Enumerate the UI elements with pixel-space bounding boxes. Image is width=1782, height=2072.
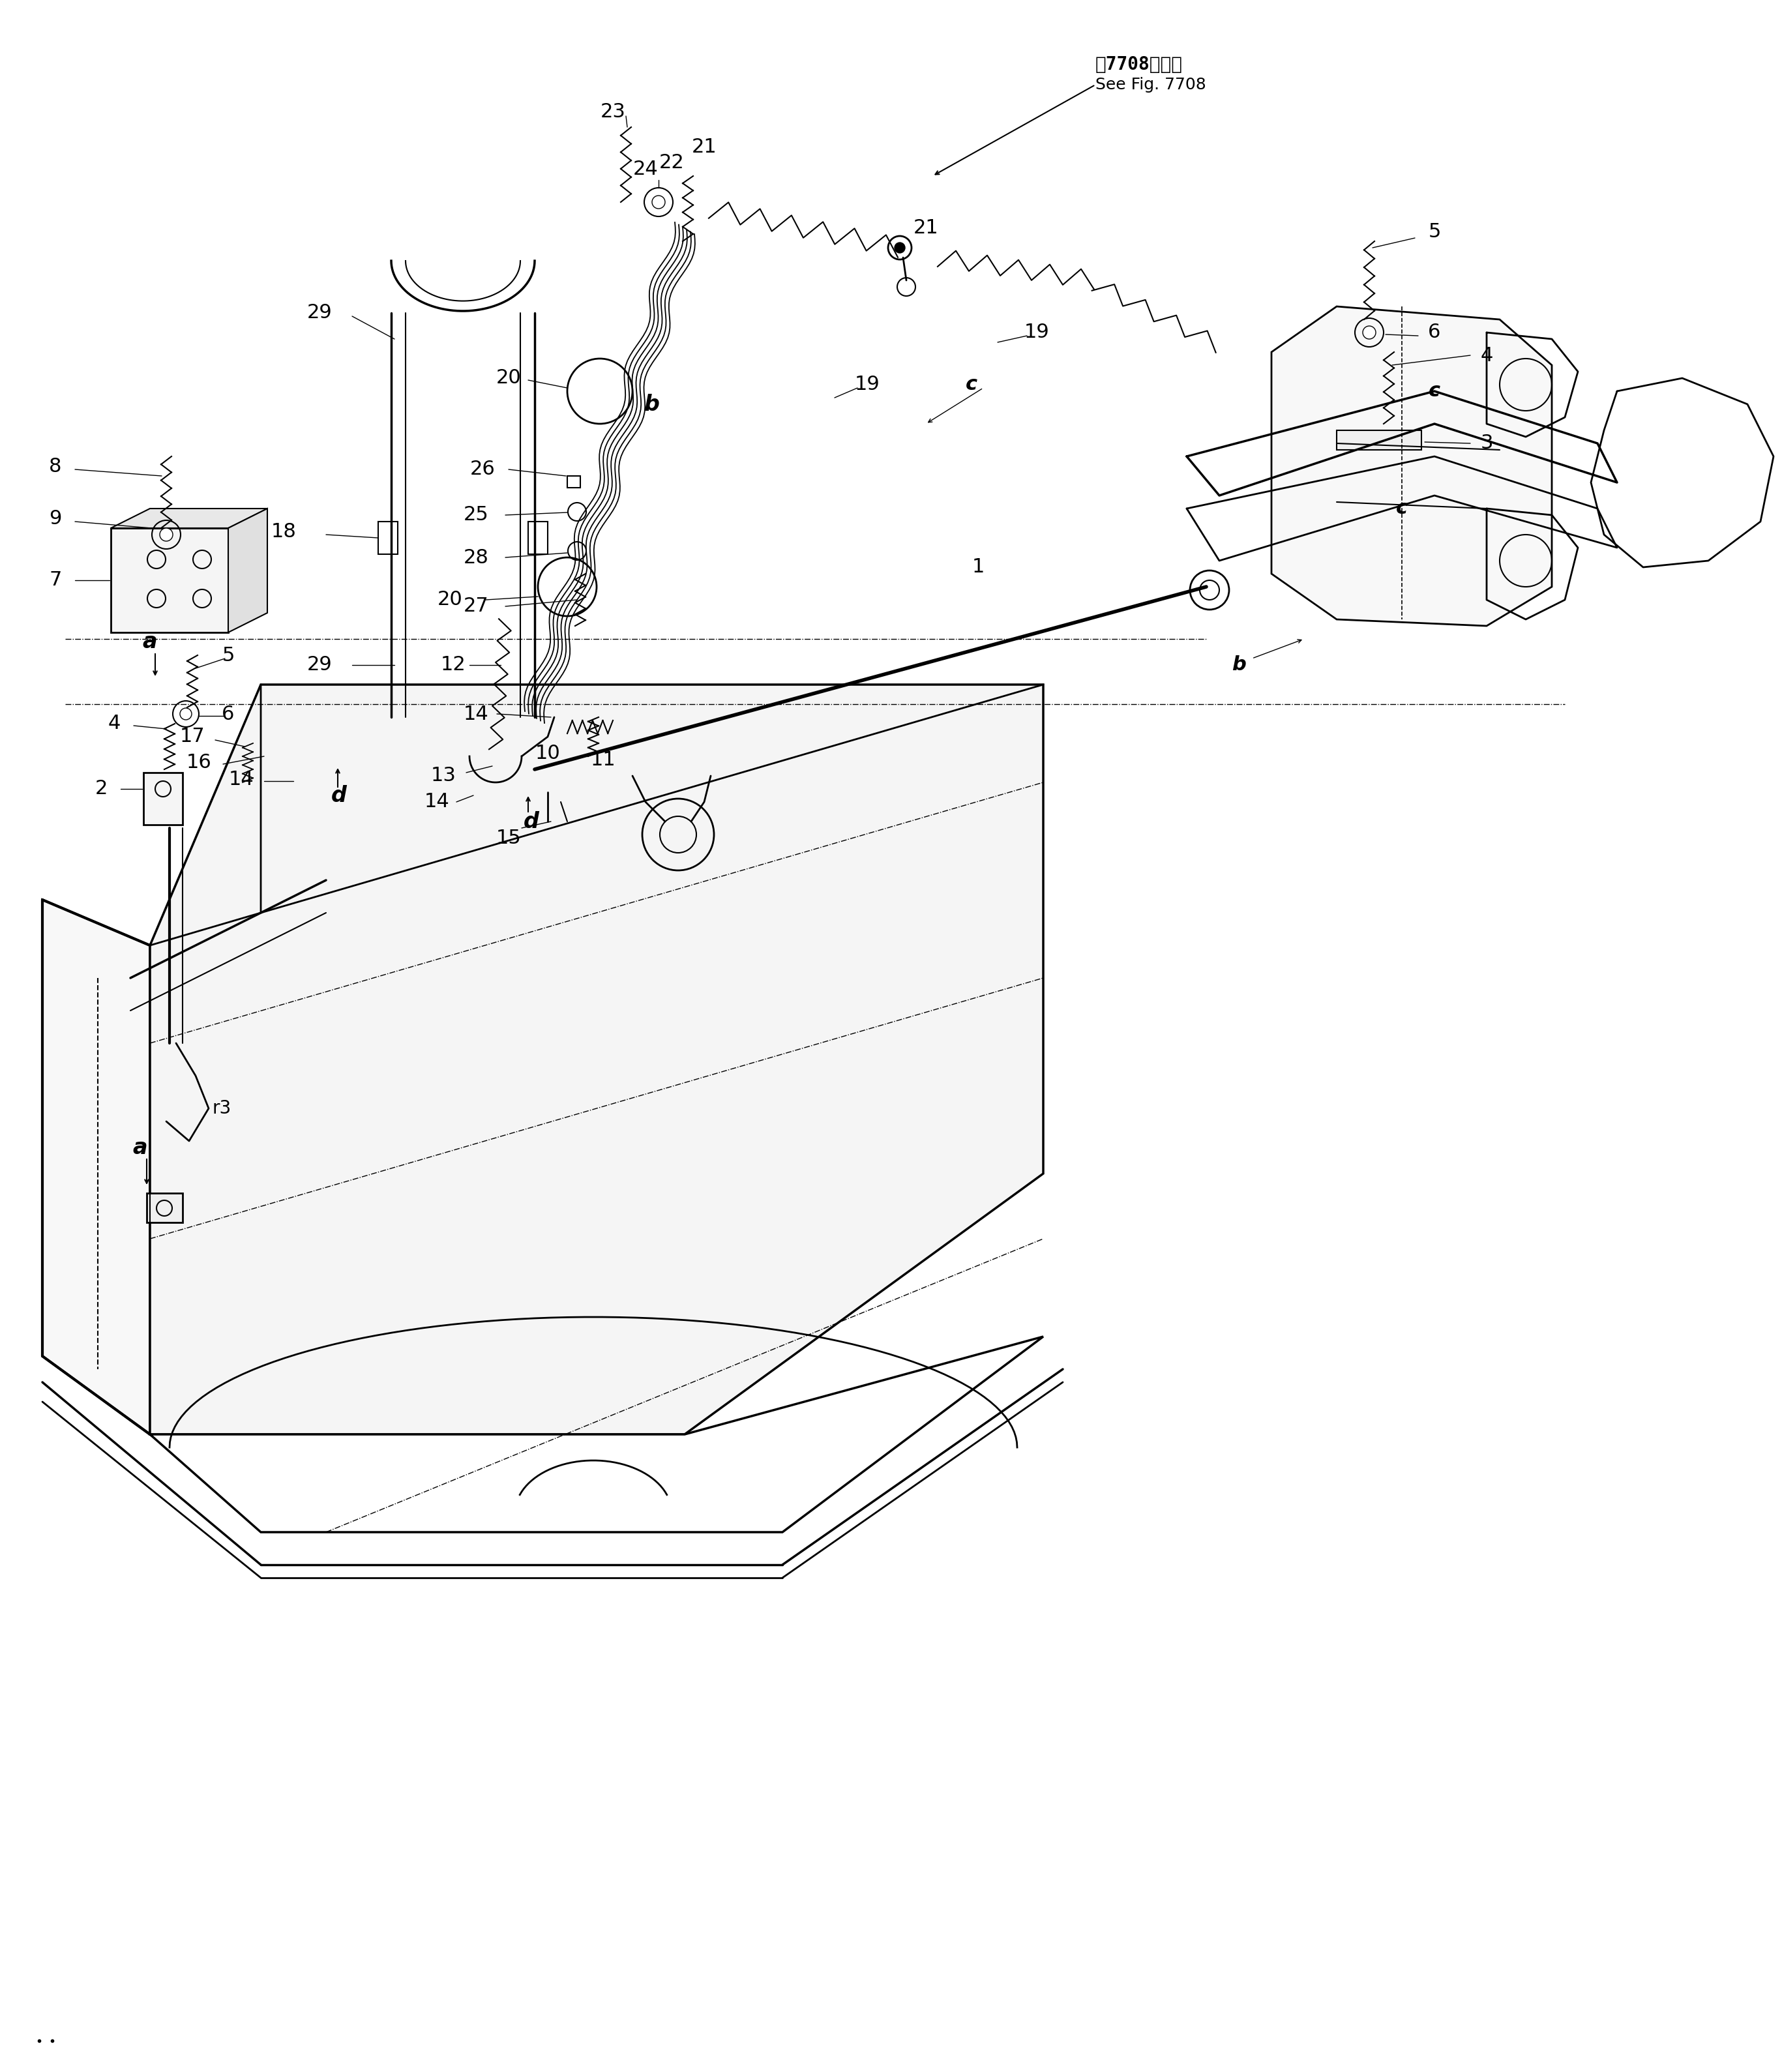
Text: 19: 19 [1025,323,1050,342]
Text: 7: 7 [50,570,62,591]
Text: c: c [966,375,978,394]
Text: 18: 18 [271,522,296,541]
Circle shape [1363,325,1376,340]
Text: 20: 20 [437,591,463,609]
Text: 14: 14 [463,704,488,723]
Text: 1: 1 [971,557,984,576]
Text: 29: 29 [307,303,331,323]
Text: a: a [143,632,157,653]
Text: 3: 3 [1481,433,1493,454]
Text: 2: 2 [94,779,107,798]
Text: 17: 17 [180,727,205,746]
Circle shape [180,709,192,719]
Text: r3: r3 [212,1100,232,1117]
Text: 5: 5 [223,646,235,665]
Text: 27: 27 [463,597,488,615]
Text: 22: 22 [659,153,684,172]
Text: 21: 21 [912,220,939,238]
Text: b: b [1231,655,1246,675]
Circle shape [522,760,547,785]
Text: 16: 16 [187,754,212,773]
Circle shape [1199,580,1219,599]
Text: d: d [524,810,540,833]
Text: 15: 15 [495,829,520,847]
Text: 4: 4 [1481,346,1493,365]
Bar [110,528,228,632]
Text: b: b [645,394,659,414]
Text: 第7708図参照: 第7708図参照 [1096,56,1183,75]
Bar [378,522,397,553]
Text: 21: 21 [691,137,716,155]
Text: 24: 24 [633,160,658,178]
Text: 25: 25 [463,506,488,524]
Text: 13: 13 [431,767,456,785]
Text: See Fig. 7708: See Fig. 7708 [1096,77,1206,93]
Text: 26: 26 [470,460,495,479]
Text: 14: 14 [424,792,449,812]
Text: d: d [331,785,347,806]
Text: 12: 12 [440,655,465,675]
Text: 20: 20 [495,369,520,387]
Text: 11: 11 [590,750,617,769]
Text: 5: 5 [1427,222,1442,240]
Text: a: a [134,1138,148,1158]
Polygon shape [150,1336,1042,1531]
Text: 14: 14 [228,769,253,789]
Bar [146,1193,182,1222]
Bar [567,477,581,487]
Text: c: c [1429,381,1440,400]
Text: 23: 23 [601,104,625,122]
Circle shape [887,236,912,259]
Text: 6: 6 [223,704,235,723]
Text: 9: 9 [50,510,62,528]
Polygon shape [150,684,1042,1434]
Bar [527,522,547,553]
Text: 8: 8 [50,456,62,477]
Polygon shape [43,899,150,1434]
Circle shape [895,242,905,253]
Circle shape [160,528,173,541]
Polygon shape [110,508,267,528]
Polygon shape [1272,307,1552,626]
Bar [1336,431,1422,450]
Circle shape [652,195,665,209]
Polygon shape [228,508,267,632]
Text: 6: 6 [1427,323,1442,342]
Text: 10: 10 [535,744,560,762]
Text: 19: 19 [855,375,880,394]
Text: 29: 29 [307,655,331,675]
Text: 4: 4 [107,715,121,733]
Bar [143,773,182,825]
Text: c: c [1395,499,1408,518]
Text: 28: 28 [463,547,488,568]
